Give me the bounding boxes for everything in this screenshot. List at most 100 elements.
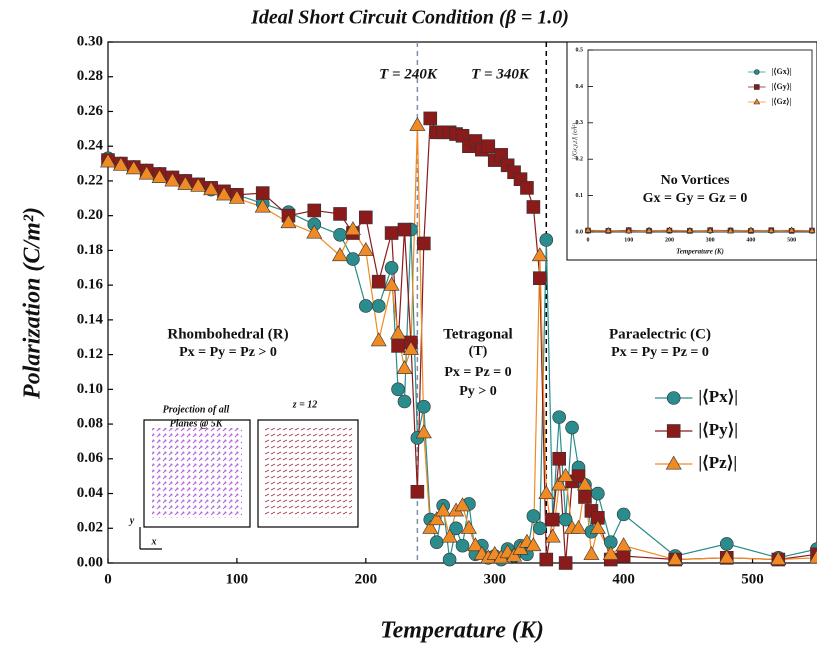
point (307, 203, 322, 218)
point (454, 497, 471, 512)
point (506, 547, 523, 562)
point (558, 556, 573, 570)
point (551, 476, 568, 491)
legend-label: |⟨Gz⟩| (772, 97, 792, 106)
point (203, 181, 220, 196)
x-tick-label: 300 (706, 237, 715, 243)
annotation: T = 240K (379, 66, 438, 82)
point (371, 299, 386, 313)
y-tick-label: 0.12 (77, 346, 103, 362)
point (359, 299, 373, 313)
point (552, 410, 566, 424)
point (808, 226, 816, 233)
x-tick-label: 200 (355, 571, 378, 587)
point (616, 549, 631, 563)
point (370, 332, 387, 347)
inset-background (566, 41, 817, 261)
point (467, 537, 484, 552)
point (570, 519, 587, 534)
point (557, 467, 574, 482)
annotation: Gx = Gy = Gz = 0 (643, 191, 748, 206)
annotation: Tetragonal (443, 326, 512, 342)
point (512, 540, 529, 555)
x-tick-label: 100 (226, 571, 249, 587)
point (770, 551, 787, 566)
point (788, 226, 796, 233)
annotation: T = 340K (471, 66, 530, 82)
annotation: z = 12 (292, 399, 318, 410)
point (538, 485, 555, 500)
annotation: No Vortices (661, 173, 730, 188)
y-tick-label: 0.24 (77, 138, 104, 154)
point (190, 177, 207, 192)
point (571, 469, 586, 483)
y-axis-label: Polarization (C/m²) (20, 207, 46, 400)
series-line (587, 229, 813, 232)
point (520, 181, 534, 195)
y-tick-label: 0.16 (77, 277, 104, 293)
legend-label: |⟨Gy⟩| (772, 82, 792, 91)
point (667, 551, 684, 566)
annotation: Px = Py = Pz = 0 (611, 345, 709, 360)
point (565, 420, 579, 435)
x-tick-label: 400 (612, 571, 635, 587)
point (332, 247, 349, 262)
point (384, 260, 399, 275)
point (410, 484, 425, 499)
point (112, 156, 129, 171)
point (539, 552, 554, 567)
legend-marker (753, 84, 760, 90)
legend-marker (753, 69, 760, 75)
point (531, 247, 548, 262)
point (602, 545, 619, 560)
annotation: Paraelectric (C) (609, 326, 711, 342)
y-tick-label: 0.02 (77, 520, 103, 536)
y-tick-label: 0.18 (77, 242, 103, 258)
annotation: (T) (469, 344, 488, 359)
point (435, 502, 452, 517)
point (767, 226, 775, 233)
annotation: Planes @ 5K (170, 418, 224, 429)
y-axis-label: |⟨Gx,y,z⟩| (eÅ²) (570, 123, 578, 159)
point (151, 169, 168, 183)
point (402, 340, 419, 355)
point (747, 226, 755, 233)
point (719, 537, 734, 551)
x-tick-label: 200 (665, 237, 674, 243)
y-tick-label: 0.4 (576, 84, 584, 90)
annotation: Px = Pz = 0 (444, 365, 511, 380)
point (357, 241, 374, 256)
legend-label: |⟨Py⟩| (698, 420, 738, 439)
x-tick-label: 300 (483, 571, 506, 587)
point (552, 451, 566, 466)
point (429, 535, 444, 549)
point (449, 521, 463, 536)
plot-frame (107, 41, 817, 564)
point (727, 227, 734, 234)
point (544, 528, 561, 543)
x-tick-label: 0 (104, 571, 112, 587)
y-tick-label: 0.08 (77, 416, 103, 432)
point (396, 360, 413, 374)
y-tick-label: 0.00 (77, 554, 103, 570)
point (346, 252, 360, 266)
point (306, 224, 323, 239)
legend-marker (665, 455, 682, 470)
point (584, 226, 592, 233)
point (706, 226, 714, 233)
annotation: Rhombohedral (R) (167, 326, 288, 342)
x-tick-label: 500 (741, 571, 764, 587)
y-tick-label: 0.20 (77, 207, 103, 223)
point (333, 207, 347, 221)
point (810, 547, 817, 562)
point (589, 519, 606, 534)
y-tick-label: 0.5 (576, 47, 584, 53)
point (615, 537, 632, 552)
point (533, 271, 547, 285)
legend-label: |⟨Px⟩| (698, 387, 738, 406)
point (254, 198, 271, 213)
point (255, 186, 270, 200)
point (526, 509, 541, 523)
point (578, 490, 592, 504)
x-tick-label: 400 (746, 237, 755, 243)
